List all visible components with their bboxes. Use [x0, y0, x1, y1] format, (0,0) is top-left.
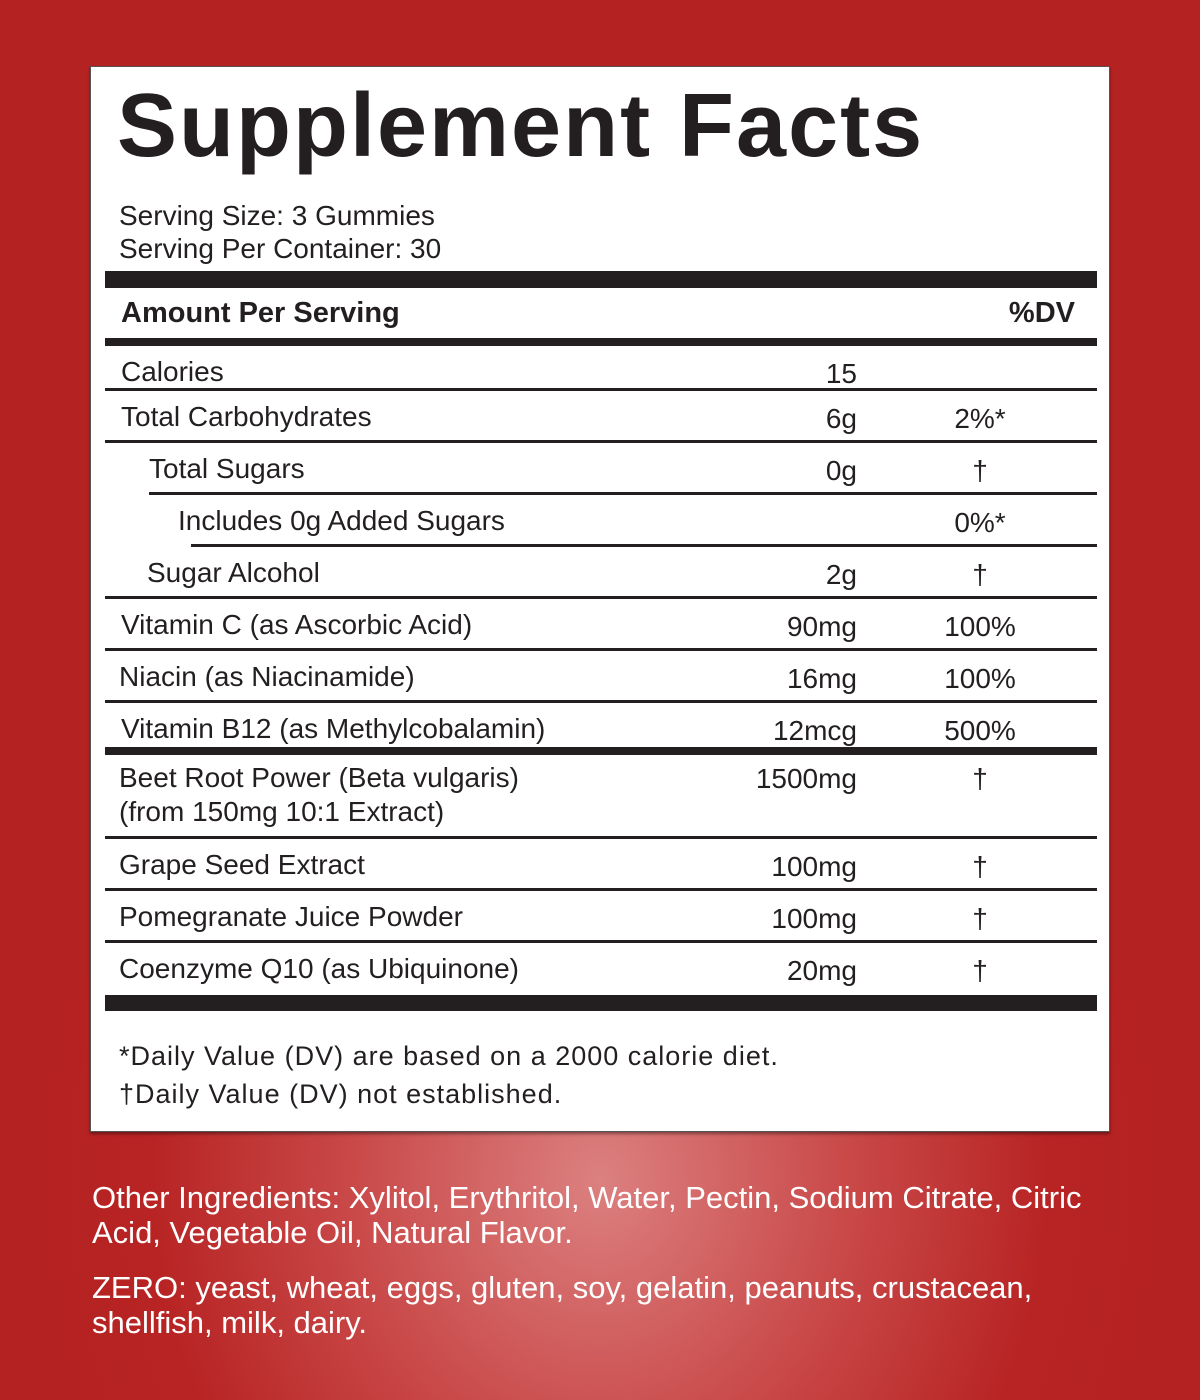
- row-divider: [149, 492, 1097, 495]
- serving-size: Serving Size: 3 Gummies: [119, 200, 435, 231]
- nutrient-subname: (from 150mg 10:1 Extract): [119, 796, 445, 827]
- nutrient-name: Sugar Alcohol: [147, 557, 320, 589]
- row-divider: [105, 940, 1097, 943]
- table-row: Niacin (as Niacinamide) 16mg 100%: [105, 651, 1097, 703]
- nutrient-name-text: Sugar Alcohol: [147, 557, 320, 588]
- table-row: Beet Root Power (Beta vulgaris) (from 150…: [105, 755, 1097, 839]
- amount: 0g: [825, 455, 857, 486]
- table-row: Pomegranate Juice Powder 100mg †: [105, 891, 1097, 943]
- row-divider: [105, 836, 1097, 839]
- nutrient-name: Niacin (as Niacinamide): [119, 661, 415, 693]
- amount: 6g: [825, 403, 857, 434]
- daily-value: †: [972, 903, 988, 934]
- table-row: Vitamin C (as Ascorbic Acid) 90mg 100%: [105, 599, 1097, 651]
- nutrient-name-text: Includes 0g Added Sugars: [178, 505, 505, 536]
- table-row: Vitamin B12 (as Methylcobalamin) 12mcg 500…: [105, 703, 1097, 755]
- nutrient-name-text: Vitamin B12 (as Methylcobalamin): [121, 713, 546, 744]
- row-divider: [105, 648, 1097, 651]
- amount: 20mg: [786, 955, 857, 986]
- amount: 100mg: [771, 903, 857, 934]
- nutrient-name: Coenzyme Q10 (as Ubiquinone): [119, 953, 519, 985]
- servings-per-container: Serving Per Container: 30: [119, 233, 442, 264]
- nutrient-name: Pomegranate Juice Powder: [119, 901, 463, 933]
- nutrient-name-text: Pomegranate Juice Powder: [119, 901, 463, 932]
- footnote-dagger: †Daily Value (DV) not established.: [119, 1079, 563, 1109]
- row-divider: [105, 888, 1097, 891]
- table-row: Coenzyme Q10 (as Ubiquinone) 20mg †: [105, 943, 1097, 995]
- amount: 12mcg: [772, 715, 857, 746]
- table-row: Calories 15: [105, 346, 1097, 391]
- amount: 1500mg: [755, 763, 857, 794]
- row-divider: [191, 544, 1097, 547]
- table-header: Amount Per Serving %DV: [105, 288, 1097, 338]
- nutrient-name-text: Niacin (as Niacinamide): [119, 661, 415, 692]
- nutrient-name-text: Vitamin C (as Ascorbic Acid): [121, 609, 473, 640]
- nutrient-name-text: Grape Seed Extract: [119, 849, 365, 880]
- amount: 90mg: [786, 611, 857, 642]
- nutrient-name: Total Sugars: [149, 453, 305, 485]
- daily-value: †: [972, 763, 988, 794]
- amount: 15: [825, 358, 857, 389]
- daily-value: †: [972, 455, 988, 486]
- nutrient-name-text: Calories: [121, 356, 224, 387]
- allergen-free-list: ZERO: yeast, wheat, eggs, gluten, soy, g…: [92, 1270, 1033, 1340]
- nutrient-name-text: Total Carbohydrates: [121, 401, 372, 432]
- nutrient-name: Includes 0g Added Sugars: [178, 505, 505, 537]
- amount-header: Amount Per Serving: [121, 296, 400, 329]
- daily-value: 0%*: [954, 507, 1006, 538]
- row-divider: [105, 596, 1097, 599]
- row-divider: [105, 700, 1097, 703]
- table-row: Grape Seed Extract 100mg †: [105, 839, 1097, 891]
- footnote-dv: *Daily Value (DV) are based on a 2000 ca…: [119, 1041, 779, 1071]
- daily-value: †: [972, 851, 988, 882]
- table-row: Includes 0g Added Sugars 0%*: [105, 495, 1097, 547]
- supplement-facts-panel: Supplement Facts Serving Size: 3 Gummies…: [90, 66, 1110, 1132]
- nutrient-name: Grape Seed Extract: [119, 849, 365, 881]
- nutrient-name: Vitamin B12 (as Methylcobalamin): [121, 713, 545, 745]
- thick-divider: [105, 271, 1097, 288]
- amount: 16mg: [786, 663, 857, 694]
- title: Supplement Facts: [117, 76, 925, 176]
- amount: 100mg: [771, 851, 857, 882]
- row-divider: [105, 440, 1097, 443]
- table-row: Total Sugars 0g †: [105, 443, 1097, 495]
- dv-header: %DV: [1008, 296, 1075, 329]
- nutrient-name: Total Carbohydrates: [121, 401, 372, 433]
- nutrient-name-text: Coenzyme Q10 (as Ubiquinone): [119, 953, 519, 984]
- amount: 2g: [825, 559, 857, 590]
- daily-value: †: [972, 955, 988, 986]
- table-row: Total Carbohydrates 6g 2%*: [105, 391, 1097, 443]
- nutrient-name: Beet Root Power (Beta vulgaris) (from 150…: [119, 761, 519, 829]
- nutrient-name: Calories: [121, 356, 224, 388]
- table-row: Sugar Alcohol 2g †: [105, 547, 1097, 599]
- nutrient-name-text: Total Sugars: [149, 453, 305, 484]
- row-divider: [105, 388, 1097, 391]
- other-ingredients: Other Ingredients: Xylitol, Erythritol, …: [92, 1180, 1082, 1250]
- nutrient-name-text: Beet Root Power (Beta vulgaris): [119, 762, 519, 793]
- daily-value: 100%: [944, 611, 1016, 642]
- medium-divider: [105, 747, 1097, 755]
- nutrient-name: Vitamin C (as Ascorbic Acid): [121, 609, 472, 641]
- daily-value: †: [972, 559, 988, 590]
- daily-value: 100%: [944, 663, 1016, 694]
- facts-table: Amount Per Serving %DV Calories 15 Total C…: [105, 271, 1097, 1011]
- daily-value: 2%*: [954, 403, 1006, 434]
- daily-value: 500%: [944, 715, 1016, 746]
- thick-divider: [105, 995, 1097, 1011]
- medium-divider: [105, 338, 1097, 346]
